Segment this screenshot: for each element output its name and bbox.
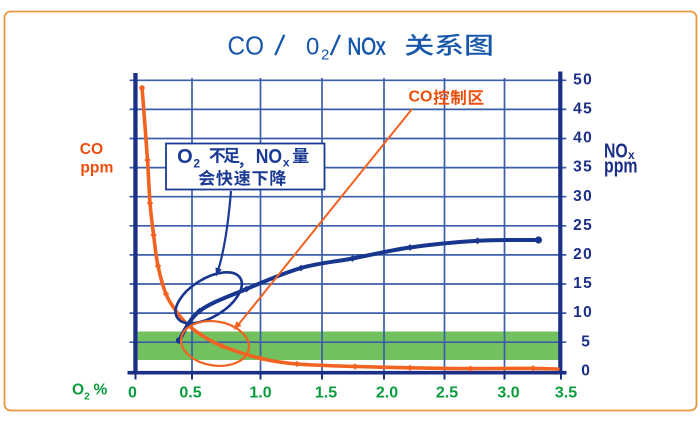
svg-text:0: 0 <box>581 362 590 379</box>
svg-text:15: 15 <box>573 275 593 292</box>
svg-text:40: 40 <box>573 130 593 147</box>
svg-text:50: 50 <box>573 71 593 88</box>
svg-text:2: 2 <box>321 47 329 64</box>
svg-text:2: 2 <box>193 157 200 171</box>
svg-text:2: 2 <box>84 390 90 402</box>
svg-text:0: 0 <box>128 385 137 402</box>
svg-text:10: 10 <box>573 304 593 321</box>
svg-text:x: x <box>628 148 635 162</box>
svg-text:NOx: NOx <box>348 34 386 61</box>
svg-text:CO: CO <box>80 141 103 158</box>
svg-text:O: O <box>177 146 193 168</box>
svg-text:NO: NO <box>604 141 628 163</box>
svg-text:CO: CO <box>228 31 265 61</box>
svg-text:2.5: 2.5 <box>436 385 458 402</box>
svg-text:45: 45 <box>573 101 593 118</box>
svg-text:3.0: 3.0 <box>497 385 519 402</box>
svg-text:CO: CO <box>409 89 433 106</box>
svg-text:20: 20 <box>573 246 593 263</box>
svg-text:ppm: ppm <box>604 155 638 177</box>
svg-text:5: 5 <box>581 333 590 350</box>
svg-text:3.5: 3.5 <box>555 385 577 402</box>
svg-text:0.5: 0.5 <box>179 385 201 402</box>
svg-text:O: O <box>72 382 84 399</box>
svg-text:1.0: 1.0 <box>249 385 271 402</box>
svg-text:30: 30 <box>573 188 593 205</box>
svg-text:25: 25 <box>573 217 593 234</box>
svg-text:1.5: 1.5 <box>315 385 337 402</box>
svg-text:2.0: 2.0 <box>376 385 398 402</box>
svg-text:%: % <box>94 382 108 399</box>
svg-text:NO: NO <box>256 146 282 168</box>
svg-text:0: 0 <box>306 34 319 61</box>
svg-text:ppm: ppm <box>80 160 113 177</box>
svg-text:35: 35 <box>573 159 593 176</box>
svg-text:x: x <box>283 156 290 170</box>
